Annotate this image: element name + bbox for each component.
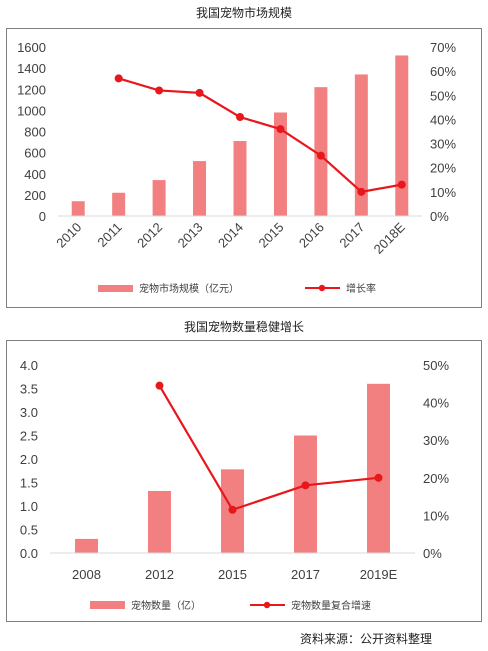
chart2-right-tick-label: 50% bbox=[423, 358, 449, 373]
chart2-title: 我国宠物数量稳健增长 bbox=[183, 320, 304, 334]
chart1-legend-line-marker bbox=[318, 284, 326, 292]
chart2-left-tick-label: 1.0 bbox=[20, 499, 38, 514]
chart1-growth-point bbox=[397, 180, 406, 189]
chart1-right-tick-label: 10% bbox=[430, 185, 456, 200]
chart2-left-tick-label: 2.5 bbox=[20, 429, 38, 444]
chart1-growth-point bbox=[357, 187, 366, 196]
chart2-growth-point bbox=[374, 473, 383, 482]
chart2-left-tick-label: 3.0 bbox=[20, 405, 38, 420]
chart2-legend-bar-label: 宠物数量（亿） bbox=[131, 599, 201, 612]
chart2-right-tick-label: 20% bbox=[423, 471, 449, 486]
chart1-growth-line bbox=[118, 77, 402, 193]
chart2-right-tick-label: 30% bbox=[423, 433, 449, 448]
chart1-left-tick-label: 800 bbox=[24, 125, 46, 140]
chart1-left-tick-label: 1400 bbox=[17, 61, 46, 76]
chart1-title: 我国宠物市场规模 bbox=[195, 6, 292, 20]
chart1-right-tick-label: 50% bbox=[430, 88, 456, 103]
chart1-right-tick-label: 70% bbox=[430, 40, 456, 55]
chart2-x-tick-label: 2017 bbox=[291, 567, 320, 582]
chart2-right-tick-label: 10% bbox=[423, 508, 449, 523]
chart2-left-tick-label: 4.0 bbox=[20, 358, 38, 373]
chart2-right-tick-label: 40% bbox=[423, 396, 449, 411]
chart2-left-tick-label: 0.5 bbox=[20, 523, 38, 538]
chart1-left-tick-label: 1200 bbox=[17, 82, 46, 97]
chart1-right-tick-label: 0% bbox=[430, 209, 449, 224]
chart1-legend-line-label: 增长率 bbox=[346, 282, 376, 295]
chart2-x-tick-label: 2015 bbox=[218, 567, 247, 582]
source-note: 资料来源：公开资料整理 bbox=[300, 632, 433, 646]
chart2-growth-point bbox=[301, 481, 310, 490]
chart2-right-tick-label: 0% bbox=[423, 546, 442, 561]
chart1-bar bbox=[395, 55, 409, 217]
chart1-bar bbox=[314, 87, 328, 216]
chart2-legend-line-marker bbox=[263, 601, 271, 609]
chart1-bar bbox=[193, 161, 207, 216]
chart2-legend-line-label: 宠物数量复合增速 bbox=[291, 599, 371, 612]
chart1-left-tick-label: 1600 bbox=[17, 40, 46, 55]
chart2-bar bbox=[367, 383, 390, 553]
chart1-bar bbox=[354, 74, 368, 217]
chart1-bar bbox=[233, 141, 247, 216]
chart2-x-tick-label: 2008 bbox=[72, 567, 101, 582]
chart1-left-tick-label: 600 bbox=[24, 146, 46, 161]
chart1-growth-point bbox=[316, 151, 325, 160]
chart2-bar bbox=[148, 490, 171, 553]
chart1-left-tick-label: 0 bbox=[39, 209, 46, 224]
chart1-legend-bar-label: 宠物市场规模（亿元） bbox=[139, 282, 239, 295]
chart2-x-tick-label: 2019E bbox=[360, 567, 398, 582]
chart1-left-tick-label: 1000 bbox=[17, 103, 46, 118]
chart1-legend-bar-swatch bbox=[98, 285, 133, 292]
chart2-left-tick-label: 3.5 bbox=[20, 382, 38, 397]
chart2-left-tick-label: 2.0 bbox=[20, 452, 38, 467]
chart2-growth-point bbox=[228, 505, 237, 514]
chart1-left-tick-label: 400 bbox=[24, 167, 46, 182]
chart2-x-tick-label: 2012 bbox=[145, 567, 174, 582]
chart1-right-tick-label: 30% bbox=[430, 137, 456, 152]
chart1-growth-point bbox=[195, 88, 204, 97]
chart2-growth-line bbox=[158, 385, 379, 511]
chart2-growth-point bbox=[155, 381, 164, 390]
chart1-bar bbox=[152, 180, 166, 216]
chart2-left-tick-label: 1.5 bbox=[20, 476, 38, 491]
chart1-right-tick-label: 60% bbox=[430, 64, 456, 79]
chart1-right-tick-label: 20% bbox=[430, 161, 456, 176]
chart1-bar bbox=[273, 112, 287, 216]
chart1-growth-point bbox=[236, 113, 244, 122]
chart2-legend-bar-swatch bbox=[90, 601, 125, 609]
chart1-bar bbox=[112, 192, 126, 216]
chart1-growth-point bbox=[114, 74, 123, 83]
chart2-bar bbox=[75, 538, 98, 553]
chart1-left-tick-label: 200 bbox=[24, 188, 46, 203]
chart1-bar bbox=[71, 201, 85, 216]
chart2-left-tick-label: 0.0 bbox=[20, 546, 38, 561]
chart1-right-tick-label: 40% bbox=[430, 112, 456, 127]
chart2-bar bbox=[294, 435, 317, 553]
chart1-growth-point bbox=[155, 86, 164, 95]
chart1-growth-point bbox=[276, 125, 285, 134]
